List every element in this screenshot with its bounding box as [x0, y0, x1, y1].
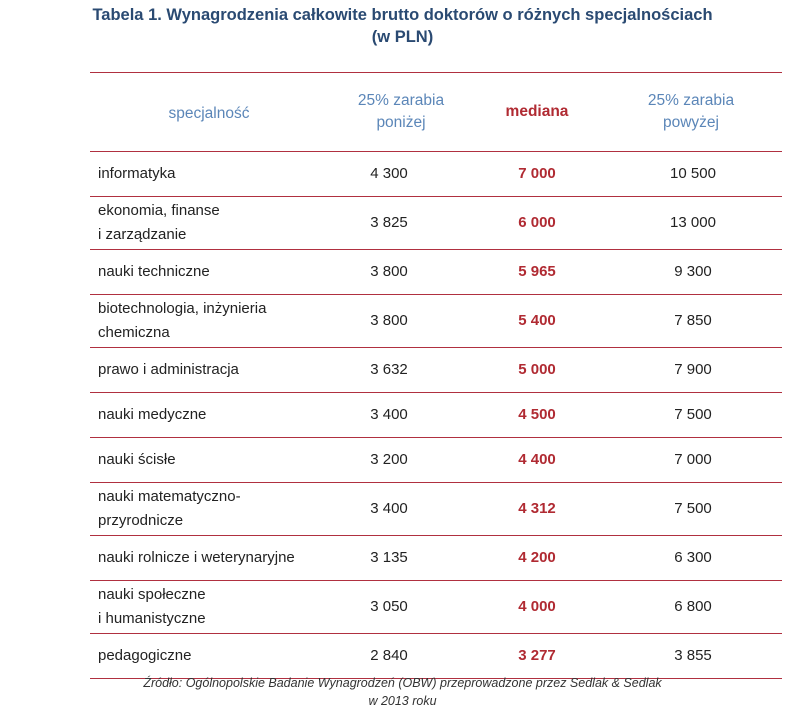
cell-median: 5 965: [518, 263, 556, 280]
cell-top-quartile: 6 300: [674, 549, 712, 566]
cell-bottom-quartile: 3 800: [370, 312, 408, 329]
header-top-quartile-line2: powyżej: [663, 114, 719, 131]
table-row: nauki matematyczno-przyrodnicze 3 400 4 31…: [90, 482, 782, 536]
cell-specialty-line1: pedagogiczne: [98, 647, 192, 664]
cell-specialty-line1: ekonomia, finanse: [98, 202, 220, 219]
cell-specialty: pedagogiczne: [90, 634, 328, 679]
cell-specialty: nauki społeczne i humanistyczne: [90, 581, 328, 634]
cell-bottom-quartile: 2 840: [370, 647, 408, 664]
table-title-line2: (w PLN): [371, 28, 434, 46]
cell-specialty-line1: nauki rolnicze i weterynaryjne: [98, 549, 295, 566]
cell-top-quartile: 7 850: [674, 312, 712, 329]
cell-specialty: ekonomia, finanse i zarządzanie: [90, 197, 328, 250]
cell-bottom-quartile: 3 800: [370, 263, 408, 280]
source-note-line1: Źródło: Ogólnopolskie Badanie Wynagrodze…: [143, 676, 662, 690]
cell-median: 5 400: [518, 312, 556, 329]
cell-specialty-line1: nauki techniczne: [98, 263, 210, 280]
cell-specialty: nauki techniczne: [90, 250, 328, 295]
cell-bottom-quartile: 3 050: [370, 598, 408, 615]
cell-median: 4 400: [518, 451, 556, 468]
table-row: pedagogiczne 2 840 3 277 3 855: [90, 633, 782, 679]
cell-specialty: nauki ścisłe: [90, 438, 328, 483]
cell-bottom-quartile: 3 825: [370, 214, 408, 231]
table-title-line1: Tabela 1. Wynagrodzenia całkowite brutto…: [92, 6, 713, 24]
header-row: specjalność 25% zarabia poniżej mediana …: [90, 72, 782, 152]
header-specialty: specjalność: [168, 105, 250, 122]
cell-bottom-quartile: 3 400: [370, 500, 408, 517]
cell-top-quartile: 6 800: [674, 598, 712, 615]
cell-bottom-quartile: 3 400: [370, 406, 408, 423]
cell-specialty-line1: nauki matematyczno-: [98, 488, 241, 505]
cell-specialty-line2: i humanistyczne: [98, 610, 206, 627]
cell-top-quartile: 10 500: [670, 165, 716, 182]
table-row: informatyka 4 300 7 000 10 500: [90, 151, 782, 197]
cell-specialty-line1: nauki medyczne: [98, 406, 207, 423]
header-bottom-quartile-line1: 25% zarabia: [357, 92, 445, 109]
cell-specialty: prawo i administracja: [90, 348, 328, 393]
cell-bottom-quartile: 3 200: [370, 451, 408, 468]
table-header: specjalność 25% zarabia poniżej mediana …: [90, 72, 782, 152]
table-row: ekonomia, finanse i zarządzanie 3 825 6 000…: [90, 196, 782, 250]
cell-median: 4 200: [518, 549, 556, 566]
cell-top-quartile: 7 500: [674, 500, 712, 517]
table-row: nauki techniczne 3 800 5 965 9 300: [90, 249, 782, 295]
cell-median: 4 500: [518, 406, 556, 423]
cell-specialty-line2: chemiczna: [98, 324, 170, 341]
table-row: nauki ścisłe 3 200 4 400 7 000: [90, 437, 782, 483]
cell-bottom-quartile: 3 632: [370, 361, 408, 378]
source-note: Źródło: Ogólnopolskie Badanie Wynagrodze…: [0, 674, 805, 710]
table-row: biotechnologia, inżynieria chemiczna 3 800…: [90, 294, 782, 348]
cell-specialty-line2: i zarządzanie: [98, 226, 187, 243]
header-top-quartile-line1: 25% zarabia: [647, 92, 735, 109]
header-top-quartile: 25% zarabia powyżej: [600, 73, 782, 152]
cell-top-quartile: 7 900: [674, 361, 712, 378]
cell-top-quartile: 13 000: [670, 214, 716, 231]
table-body: informatyka 4 300 7 000 10 500 ekonomia, fin…: [90, 151, 782, 679]
table-row: nauki społeczne i humanistyczne 3 050 4 000…: [90, 580, 782, 634]
cell-bottom-quartile: 3 135: [370, 549, 408, 566]
header-bottom-quartile: 25% zarabia poniżej: [328, 73, 474, 152]
salary-table-container: specjalność 25% zarabia poniżej mediana …: [90, 72, 782, 679]
cell-median: 5 000: [518, 361, 556, 378]
cell-specialty-line1: nauki ścisłe: [98, 451, 176, 468]
cell-top-quartile: 3 855: [674, 647, 712, 664]
cell-specialty-line1: informatyka: [98, 165, 176, 182]
salary-table: specjalność 25% zarabia poniżej mediana …: [90, 72, 782, 679]
cell-specialty-line2: przyrodnicze: [98, 512, 184, 529]
header-bottom-quartile-line2: poniżej: [376, 114, 426, 131]
cell-median: 7 000: [518, 165, 556, 182]
cell-top-quartile: 7 500: [674, 406, 712, 423]
cell-specialty: informatyka: [90, 152, 328, 197]
table-title: Tabela 1. Wynagrodzenia całkowite brutto…: [0, 4, 805, 48]
cell-median: 6 000: [518, 214, 556, 231]
cell-specialty-line1: nauki społeczne: [98, 586, 206, 603]
cell-top-quartile: 9 300: [674, 263, 712, 280]
cell-specialty: nauki medyczne: [90, 393, 328, 438]
table-row: prawo i administracja 3 632 5 000 7 900: [90, 347, 782, 393]
cell-specialty-line1: prawo i administracja: [98, 361, 239, 378]
cell-specialty: biotechnologia, inżynieria chemiczna: [90, 295, 328, 348]
cell-specialty-line1: biotechnologia, inżynieria: [98, 300, 267, 317]
header-median: mediana: [505, 103, 569, 120]
table-row: nauki medyczne 3 400 4 500 7 500: [90, 392, 782, 438]
cell-median: 3 277: [518, 647, 556, 664]
cell-bottom-quartile: 4 300: [370, 165, 408, 182]
table-row: nauki rolnicze i weterynaryjne 3 135 4 200…: [90, 535, 782, 581]
cell-specialty: nauki rolnicze i weterynaryjne: [90, 536, 328, 581]
cell-top-quartile: 7 000: [674, 451, 712, 468]
cell-median: 4 312: [518, 500, 556, 517]
cell-median: 4 000: [518, 598, 556, 615]
cell-specialty: nauki matematyczno-przyrodnicze: [90, 483, 328, 536]
source-note-line2: w 2013 roku: [368, 694, 437, 708]
